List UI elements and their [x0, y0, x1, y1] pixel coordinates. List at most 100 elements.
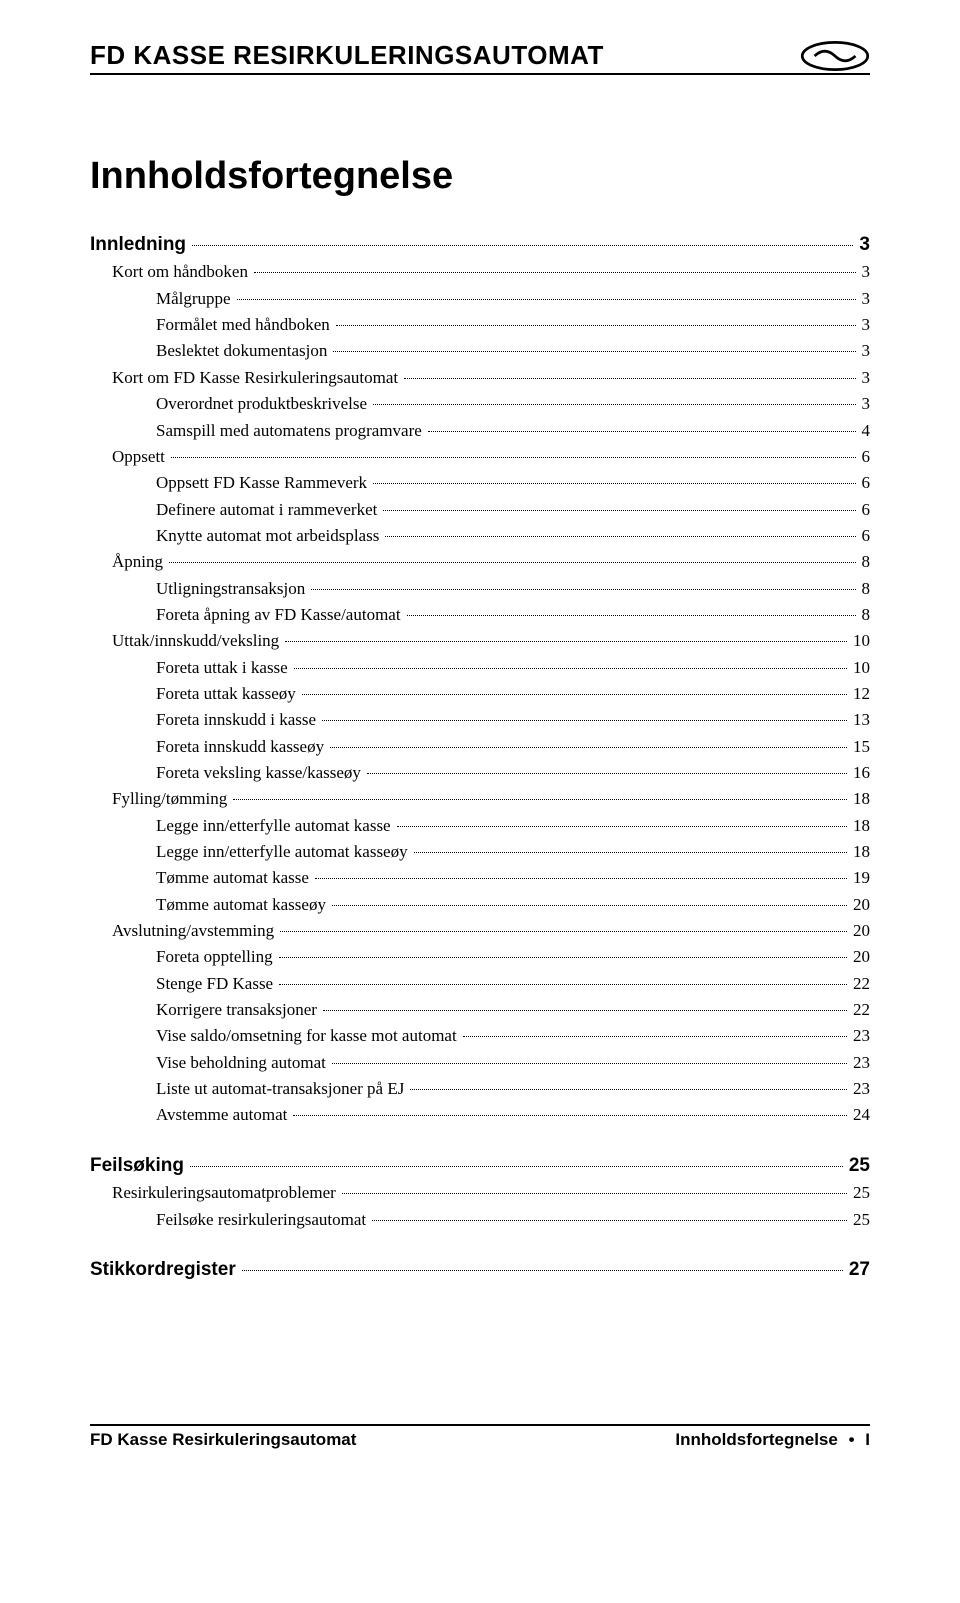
toc-label: Stenge FD Kasse	[156, 971, 277, 997]
toc-leader-dots	[237, 299, 856, 300]
toc-leader-dots	[367, 773, 847, 774]
toc-label: Avstemme automat	[156, 1102, 291, 1128]
toc-label: Uttak/innskudd/veksling	[112, 628, 283, 654]
toc-leader-dots	[279, 984, 847, 985]
footer-page-number: I	[865, 1430, 870, 1449]
toc-page-number: 10	[849, 655, 870, 681]
toc-entry: Resirkuleringsautomatproblemer25	[112, 1180, 870, 1206]
toc-entry: Overordnet produktbeskrivelse3	[156, 391, 870, 417]
toc-leader-dots	[333, 351, 855, 352]
toc-page-number: 25	[845, 1151, 870, 1180]
toc-page-number: 8	[858, 549, 871, 575]
toc-page-number: 6	[858, 444, 871, 470]
toc-entry: Knytte automat mot arbeidsplass 6	[156, 523, 870, 549]
toc-label: Foreta innskudd kasseøy	[156, 734, 328, 760]
toc-entry: Foreta åpning av FD Kasse/automat8	[156, 602, 870, 628]
toc-label: Beslektet dokumentasjon	[156, 338, 331, 364]
toc-page-number: 24	[849, 1102, 870, 1128]
toc-entry: Kort om FD Kasse Resirkuleringsautomat3	[112, 365, 870, 391]
toc-leader-dots	[294, 668, 847, 669]
toc-entry: Oppsett FD Kasse Rammeverk 6	[156, 470, 870, 496]
toc-label: Innledning	[90, 230, 190, 259]
toc-label: Tømme automat kasseøy	[156, 892, 330, 918]
toc-leader-dots	[192, 245, 853, 246]
toc-entry: Kort om håndboken 3	[112, 259, 870, 285]
toc-entry: Innledning 3	[90, 230, 870, 259]
toc-entry: Utligningstransaksjon8	[156, 576, 870, 602]
footer-right: Innholdsfortegnelse • I	[675, 1430, 870, 1450]
toc-label: Formålet med håndboken	[156, 312, 334, 338]
toc-leader-dots	[414, 852, 847, 853]
toc-label: Knytte automat mot arbeidsplass	[156, 523, 383, 549]
toc-entry: Målgruppe 3	[156, 286, 870, 312]
toc-leader-dots	[397, 826, 847, 827]
toc-page-number: 6	[858, 523, 871, 549]
toc-leader-dots	[323, 1010, 847, 1011]
toc-entry: Korrigere transaksjoner22	[156, 997, 870, 1023]
toc-leader-dots	[285, 641, 847, 642]
toc-page-number: 27	[845, 1255, 870, 1284]
toc-label: Foreta opptelling	[156, 944, 277, 970]
toc-entry: Vise beholdning automat23	[156, 1050, 870, 1076]
toc-entry: Beslektet dokumentasjon3	[156, 338, 870, 364]
toc-page-number: 6	[858, 497, 871, 523]
toc-entry: Vise saldo/omsetning for kasse mot autom…	[156, 1023, 870, 1049]
toc-page-number: 20	[849, 918, 870, 944]
toc-label: Tømme automat kasse	[156, 865, 313, 891]
toc-entry: Legge inn/etterfylle automat kasse 18	[156, 813, 870, 839]
toc-leader-dots	[279, 957, 847, 958]
header-title: FD KASSE RESIRKULERINGSAUTOMAT	[90, 40, 604, 71]
toc-page-number: 6	[858, 470, 871, 496]
toc-page-number: 20	[849, 944, 870, 970]
toc-page-number: 3	[858, 286, 871, 312]
toc-label: Overordnet produktbeskrivelse	[156, 391, 371, 417]
toc-page-number: 3	[858, 259, 871, 285]
toc-page-number: 16	[849, 760, 870, 786]
toc-leader-dots	[372, 1220, 847, 1221]
toc-page-number: 12	[849, 681, 870, 707]
toc-page-number: 19	[849, 865, 870, 891]
toc-label: Foreta veksling kasse/kasseøy	[156, 760, 365, 786]
toc-page-number: 22	[849, 971, 870, 997]
toc-leader-dots	[373, 404, 855, 405]
toc-page-number: 8	[858, 602, 871, 628]
toc-page-number: 18	[849, 813, 870, 839]
toc-label: Foreta uttak i kasse	[156, 655, 292, 681]
toc-leader-dots	[410, 1089, 847, 1090]
toc-label: Kort om håndboken	[112, 259, 252, 285]
toc-label: Liste ut automat-transaksjoner på EJ	[156, 1076, 408, 1102]
toc-leader-dots	[428, 431, 856, 432]
toc-page-number: 15	[849, 734, 870, 760]
toc-label: Vise saldo/omsetning for kasse mot autom…	[156, 1023, 461, 1049]
toc-leader-dots	[254, 272, 856, 273]
toc-page-number: 22	[849, 997, 870, 1023]
toc-page-number: 25	[849, 1207, 870, 1233]
toc-label: Legge inn/etterfylle automat kasse	[156, 813, 395, 839]
toc-leader-dots	[322, 720, 847, 721]
toc-leader-dots	[280, 931, 847, 932]
toc-page-number: 3	[855, 230, 870, 259]
toc-entry: Avstemme automat 24	[156, 1102, 870, 1128]
toc-entry: Oppsett6	[112, 444, 870, 470]
toc-page-number: 25	[849, 1180, 870, 1206]
toc-label: Fylling/tømming	[112, 786, 231, 812]
toc-leader-dots	[336, 325, 856, 326]
toc-label: Foreta innskudd i kasse	[156, 707, 320, 733]
toc-entry: Legge inn/etterfylle automat kasseøy18	[156, 839, 870, 865]
toc-entry: Definere automat i rammeverket 6	[156, 497, 870, 523]
toc-page-number: 10	[849, 628, 870, 654]
toc-leader-dots	[373, 483, 855, 484]
toc-leader-dots	[407, 615, 856, 616]
toc-label: Utligningstransaksjon	[156, 576, 309, 602]
footer-left: FD Kasse Resirkuleringsautomat	[90, 1430, 356, 1450]
toc-page-number: 18	[849, 839, 870, 865]
toc-label: Oppsett FD Kasse Rammeverk	[156, 470, 371, 496]
toc-leader-dots	[463, 1036, 847, 1037]
toc-label: Definere automat i rammeverket	[156, 497, 381, 523]
toc-page-number: 13	[849, 707, 870, 733]
toc-page-number: 3	[858, 312, 871, 338]
toc-label: Foreta uttak kasseøy	[156, 681, 300, 707]
toc-label: Målgruppe	[156, 286, 235, 312]
toc-leader-dots	[311, 589, 855, 590]
table-of-contents: Innledning 3 Kort om håndboken 3 Målgruppe 3 F…	[90, 230, 870, 1284]
